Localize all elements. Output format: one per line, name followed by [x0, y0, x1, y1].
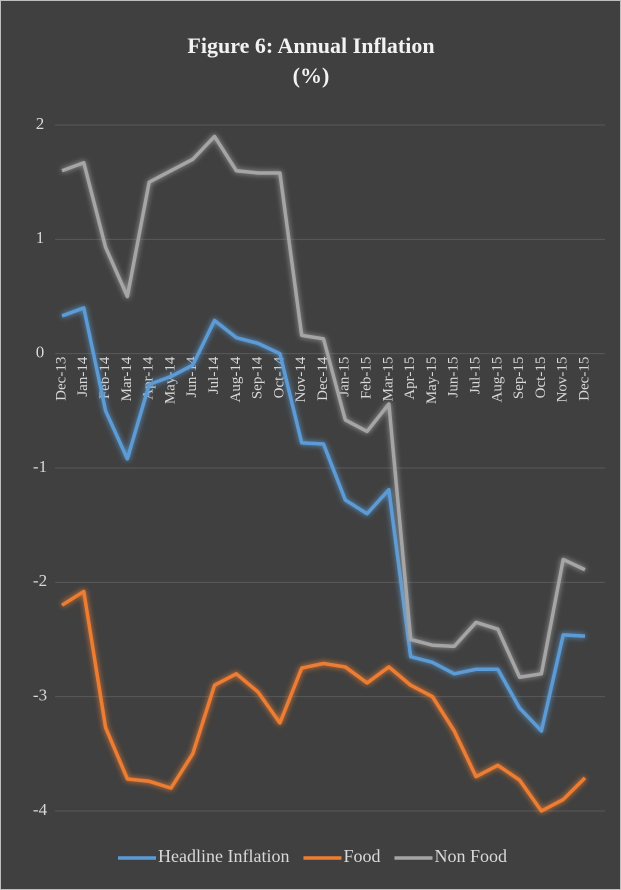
- x-tick-label: Jul-14: [206, 356, 222, 394]
- legend-label: Food: [343, 846, 380, 866]
- x-tick-label: Sep-15: [511, 357, 527, 400]
- legend-label: Headline Inflation: [158, 846, 289, 866]
- x-tick-label: Dec-15: [576, 357, 592, 401]
- y-tick-label: 1: [36, 228, 45, 247]
- series-line: [61, 306, 586, 733]
- y-tick-label: 0: [36, 343, 45, 362]
- chart-title: Figure 6: Annual Inflation: [187, 33, 434, 58]
- x-tick-label: Aug-14: [228, 356, 244, 402]
- y-tick-label: -3: [33, 686, 47, 705]
- series-line: [61, 589, 587, 813]
- x-tick-label: Aug-15: [489, 357, 505, 403]
- series-line: [61, 134, 586, 679]
- x-tick-label: Jul-15: [467, 357, 483, 395]
- y-tick-label: -4: [33, 800, 48, 819]
- chart-subtitle: (%): [293, 63, 330, 88]
- x-tick-label: Nov-15: [555, 357, 571, 403]
- y-tick-label: 2: [36, 114, 45, 133]
- x-tick-label: Dec-14: [315, 356, 331, 401]
- x-tick-label: Dec-13: [53, 357, 69, 401]
- x-tick-label: Sep-14: [250, 356, 266, 399]
- x-tick-label: May-15: [424, 357, 440, 405]
- x-tick-label: Jan-15: [337, 357, 353, 397]
- x-tick-label: May-14: [162, 356, 178, 404]
- x-tick-label: Jan-14: [75, 356, 91, 396]
- x-tick-label: Apr-14: [141, 356, 157, 400]
- x-tick-label: Mar-14: [119, 356, 135, 401]
- legend-label: Non Food: [434, 846, 507, 866]
- x-tick-label: Apr-15: [402, 357, 418, 400]
- x-tick-label: Nov-14: [293, 356, 309, 402]
- y-tick-label: -1: [33, 457, 47, 476]
- x-tick-label: Jun-15: [446, 357, 462, 398]
- x-tick-label: Feb-15: [359, 357, 375, 400]
- y-tick-label: -2: [33, 571, 47, 590]
- x-tick-label: Oct-15: [533, 357, 549, 399]
- x-tick-label: Mar-15: [380, 357, 396, 402]
